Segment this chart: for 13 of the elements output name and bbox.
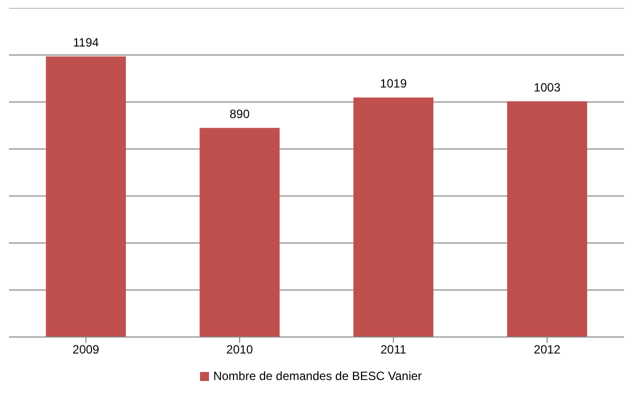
- bar: [200, 128, 280, 337]
- x-tick-label: 2011: [380, 342, 407, 357]
- bar: [46, 56, 126, 337]
- x-tick-label: 2009: [72, 342, 100, 357]
- bar: [507, 101, 588, 337]
- data-label: 1194: [72, 35, 100, 50]
- data-label: 1003: [534, 80, 561, 94]
- legend-label: Nombre de demandes de BESC Vanier: [213, 369, 422, 383]
- x-tick-label: 2012: [534, 342, 561, 357]
- data-label: 1019: [380, 76, 408, 91]
- bar: [353, 98, 434, 337]
- data-label: 890: [230, 106, 250, 121]
- x-tick-label: 2010: [226, 342, 254, 357]
